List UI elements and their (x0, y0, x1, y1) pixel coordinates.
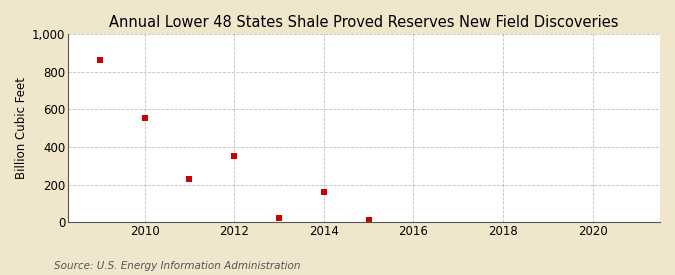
Text: Source: U.S. Energy Information Administration: Source: U.S. Energy Information Administ… (54, 261, 300, 271)
Title: Annual Lower 48 States Shale Proved Reserves New Field Discoveries: Annual Lower 48 States Shale Proved Rese… (109, 15, 619, 30)
Y-axis label: Billion Cubic Feet: Billion Cubic Feet (15, 77, 28, 179)
